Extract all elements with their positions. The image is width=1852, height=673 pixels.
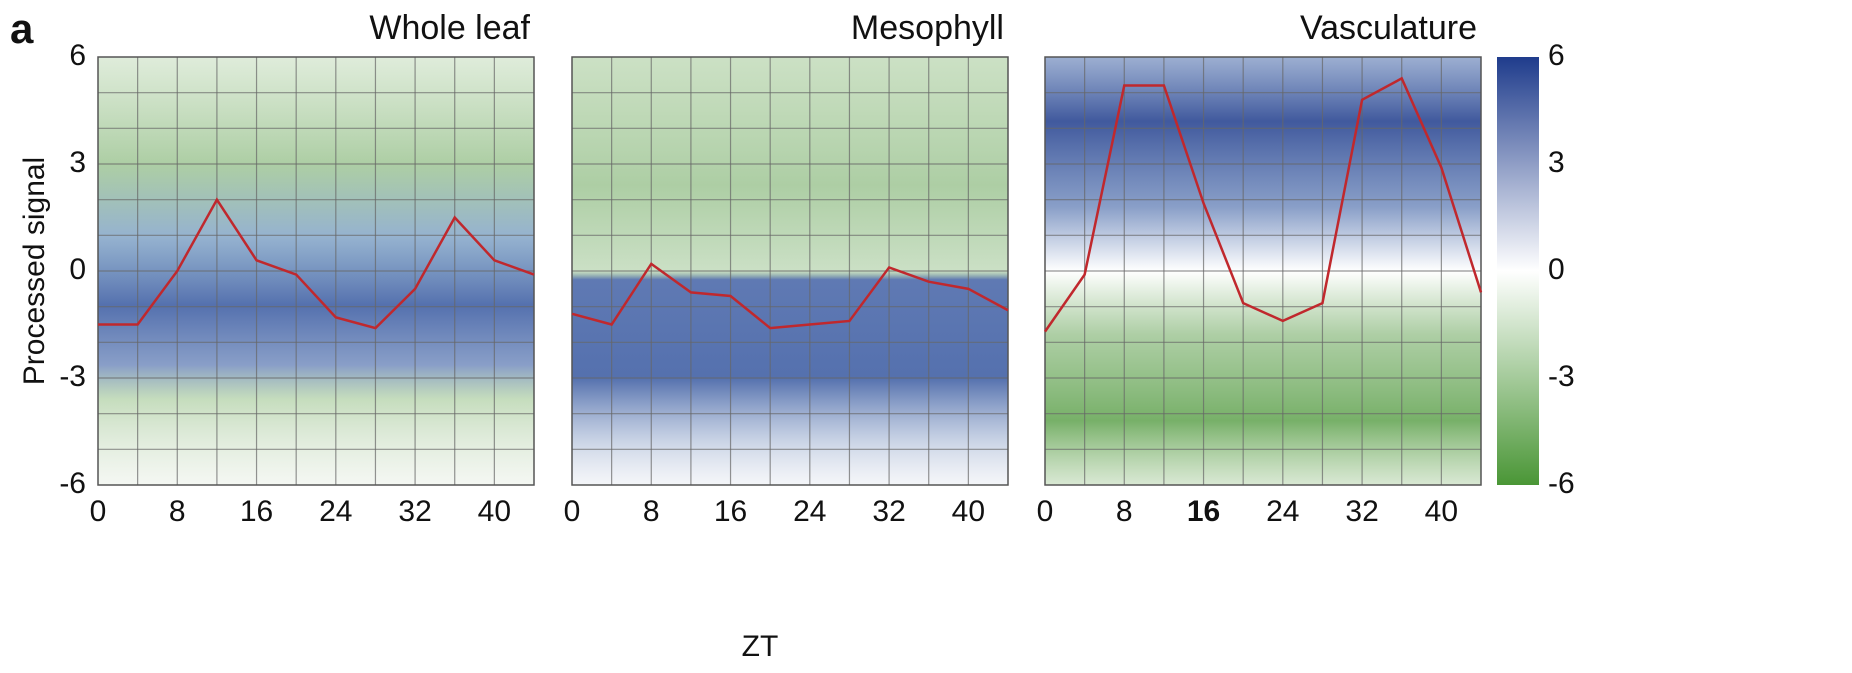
colorbar-tick-label: 0: [1548, 253, 1565, 286]
colorbar-tick-label: 3: [1548, 146, 1565, 179]
y-tick-label: -6: [59, 467, 86, 500]
panel-label: a: [10, 5, 34, 52]
x-tick-label: 40: [952, 495, 985, 528]
panel-title: Mesophyll: [851, 9, 1004, 47]
y-tick-label: 6: [69, 39, 86, 72]
x-tick-label: 24: [1266, 495, 1299, 528]
x-tick-label: 0: [90, 495, 107, 528]
x-tick-label: 8: [169, 495, 186, 528]
plot-frame: [1044, 56, 1482, 486]
highlight-line: [98, 197, 535, 330]
x-tick-label: 32: [398, 495, 431, 528]
x-axis-label: ZT: [742, 630, 779, 663]
y-tick-label: 0: [69, 253, 86, 286]
x-tick-label: 32: [1345, 495, 1378, 528]
x-tick-label: 8: [1116, 495, 1133, 528]
y-tick-label: -3: [59, 360, 86, 393]
panel-title: Whole leaf: [369, 9, 530, 47]
plot-frame: [97, 56, 535, 486]
colorbar-tick-label: 6: [1548, 39, 1565, 72]
x-tick-label: 0: [564, 495, 581, 528]
panel-title: Vasculature: [1300, 9, 1477, 47]
x-tick-label: 24: [319, 495, 352, 528]
x-tick-label: 16: [1187, 495, 1220, 528]
highlight-line: [1043, 76, 1483, 333]
y-axis-label: Processed signal: [18, 157, 51, 385]
colorbar-tick-label: -6: [1548, 467, 1575, 500]
x-tick-label: 40: [478, 495, 511, 528]
x-tick-label: 16: [240, 495, 273, 528]
highlight-line: [571, 262, 1009, 330]
colorbar: [1497, 57, 1539, 485]
colorbar-tick-label: -3: [1548, 360, 1575, 393]
x-tick-label: 8: [643, 495, 660, 528]
x-tick-label: 0: [1037, 495, 1054, 528]
plot-frame: [571, 56, 1009, 486]
x-tick-label: 40: [1425, 495, 1458, 528]
x-tick-label: 16: [714, 495, 747, 528]
x-tick-label: 32: [872, 495, 905, 528]
y-tick-label: 3: [69, 146, 86, 179]
x-tick-label: 24: [793, 495, 826, 528]
